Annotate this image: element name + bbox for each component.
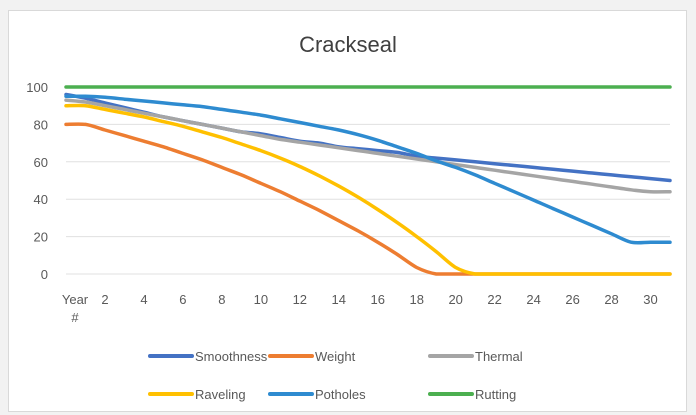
chart-panel xyxy=(8,10,687,412)
legend-label-potholes: Potholes xyxy=(315,387,366,402)
series-line-raveling xyxy=(64,103,672,276)
x-tick-label: 14 xyxy=(332,292,346,307)
chart-title: Crackseal xyxy=(299,32,397,57)
y-tick-label: 40 xyxy=(34,192,48,207)
y-axis-ticks: 0 20 40 60 80 100 xyxy=(26,80,48,282)
x-tick-label: 16 xyxy=(371,292,385,307)
legend-label-raveling: Raveling xyxy=(195,387,246,402)
x-tick-label: 6 xyxy=(179,292,186,307)
legend: Smoothness Weight Thermal Raveling Potholes R… xyxy=(148,349,523,402)
y-tick-label: 80 xyxy=(34,117,48,132)
x-tick-label: 20 xyxy=(448,292,462,307)
x-tick-label: 30 xyxy=(643,292,657,307)
x-tick-label: 2 xyxy=(101,292,108,307)
x-tick-label: 10 xyxy=(254,292,268,307)
y-tick-label: 20 xyxy=(34,230,48,245)
x-tick-label-year: Year xyxy=(62,292,89,307)
series-line-thermal xyxy=(64,98,672,194)
x-tick-label: 24 xyxy=(526,292,540,307)
legend-label-smoothness: Smoothness xyxy=(195,349,268,364)
legend-label-thermal: Thermal xyxy=(475,349,523,364)
y-tick-label: 100 xyxy=(26,80,48,95)
x-tick-label: 26 xyxy=(565,292,579,307)
legend-label-rutting: Rutting xyxy=(475,387,516,402)
x-axis-ticks: Year # 2 4 6 8 10 12 14 16 18 20 22 24 26 28 30 xyxy=(62,292,658,325)
x-tick-label: 4 xyxy=(140,292,147,307)
series-lines xyxy=(64,85,672,276)
x-tick-label: 22 xyxy=(487,292,501,307)
legend-label-weight: Weight xyxy=(315,349,356,364)
x-tick-label: 12 xyxy=(293,292,307,307)
x-tick-label: 28 xyxy=(604,292,618,307)
x-tick-label-year-sub: # xyxy=(71,310,79,325)
y-tick-label: 0 xyxy=(41,267,48,282)
x-tick-label: 8 xyxy=(218,292,225,307)
x-tick-label: 18 xyxy=(409,292,423,307)
series-line-potholes xyxy=(64,94,672,245)
y-tick-label: 60 xyxy=(34,155,48,170)
